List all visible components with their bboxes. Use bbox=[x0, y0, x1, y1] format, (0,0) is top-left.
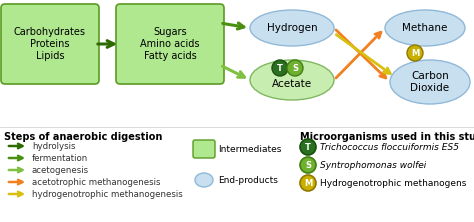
Ellipse shape bbox=[390, 60, 470, 104]
Text: Steps of anaerobic digestion: Steps of anaerobic digestion bbox=[4, 132, 163, 142]
Circle shape bbox=[407, 45, 423, 61]
Text: Hydrogen: Hydrogen bbox=[267, 23, 317, 33]
Circle shape bbox=[300, 139, 316, 155]
Text: Methane: Methane bbox=[402, 23, 447, 33]
Text: Sugars
Amino acids
Fatty acids: Sugars Amino acids Fatty acids bbox=[140, 27, 200, 61]
Circle shape bbox=[300, 175, 316, 191]
Ellipse shape bbox=[385, 10, 465, 46]
Text: Hydrogenotrophic methanogens: Hydrogenotrophic methanogens bbox=[320, 178, 466, 188]
Ellipse shape bbox=[250, 60, 334, 100]
Circle shape bbox=[272, 60, 288, 76]
Text: S: S bbox=[292, 63, 298, 73]
Circle shape bbox=[287, 60, 303, 76]
Text: Trichococcus floccuiformis ES5: Trichococcus floccuiformis ES5 bbox=[320, 143, 459, 151]
Text: M: M bbox=[304, 178, 312, 188]
Text: Carbon
Dioxide: Carbon Dioxide bbox=[410, 71, 449, 93]
Text: hydrogenotrophic methanogenesis: hydrogenotrophic methanogenesis bbox=[32, 190, 183, 198]
Text: M: M bbox=[411, 48, 419, 57]
Text: Microorganisms used in this study: Microorganisms used in this study bbox=[300, 132, 474, 142]
Text: T: T bbox=[277, 63, 283, 73]
Text: acetogenesis: acetogenesis bbox=[32, 165, 89, 174]
FancyBboxPatch shape bbox=[1, 4, 99, 84]
Circle shape bbox=[300, 157, 316, 173]
Text: T: T bbox=[305, 143, 311, 151]
Text: Syntrophomonas wolfei: Syntrophomonas wolfei bbox=[320, 161, 426, 170]
Ellipse shape bbox=[250, 10, 334, 46]
FancyBboxPatch shape bbox=[116, 4, 224, 84]
Text: Acetate: Acetate bbox=[272, 79, 312, 89]
Text: hydrolysis: hydrolysis bbox=[32, 141, 75, 151]
Text: End-products: End-products bbox=[218, 176, 278, 184]
Text: Intermediates: Intermediates bbox=[218, 145, 282, 153]
Text: fermentation: fermentation bbox=[32, 153, 88, 163]
Ellipse shape bbox=[195, 173, 213, 187]
Text: S: S bbox=[305, 161, 311, 170]
FancyBboxPatch shape bbox=[193, 140, 215, 158]
Text: acetotrophic methanogenesis: acetotrophic methanogenesis bbox=[32, 178, 161, 186]
Text: Carbohydrates
Proteins
Lipids: Carbohydrates Proteins Lipids bbox=[14, 27, 86, 61]
